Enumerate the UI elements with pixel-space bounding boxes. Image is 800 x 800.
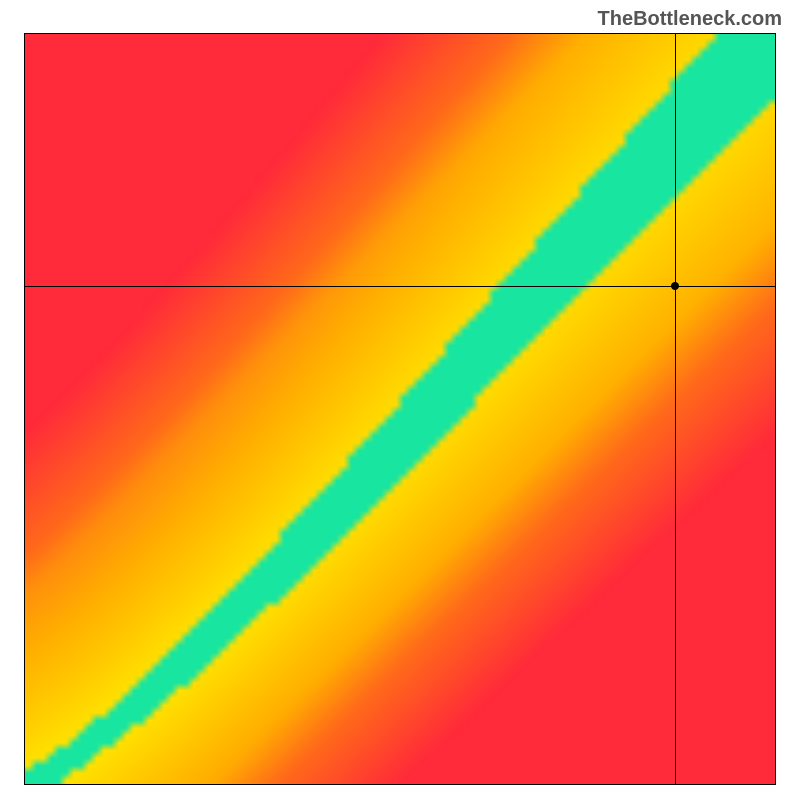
watermark: TheBottleneck.com (598, 8, 782, 31)
crosshair-vertical (675, 34, 676, 784)
bottleneck-heatmap (24, 33, 776, 785)
crosshair-marker (671, 282, 679, 290)
crosshair-horizontal (25, 286, 775, 287)
heatmap-canvas (25, 34, 775, 784)
